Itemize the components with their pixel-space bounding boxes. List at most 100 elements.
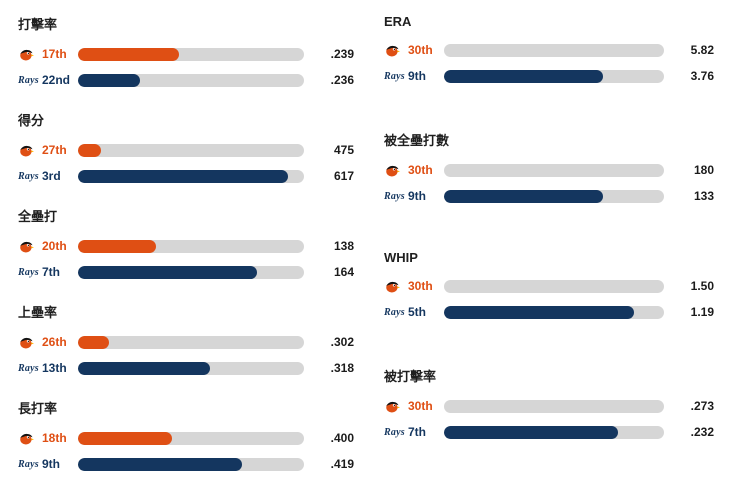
stat-value: .232: [690, 425, 714, 439]
stat-value: 3.76: [690, 69, 714, 83]
stat-bar-track: [78, 169, 304, 183]
stat-section-title: 上壘率: [18, 305, 58, 320]
stat-bar-track: [78, 239, 304, 253]
stat-bar-track: [444, 189, 664, 203]
team-rank-label: 30th: [408, 279, 433, 293]
stat-bar-track: [78, 361, 304, 375]
stat-row-rays: Rays 22nd .236: [18, 70, 354, 90]
stat-bar-track: [444, 69, 664, 83]
stat-value: 5.82: [690, 43, 714, 57]
stat-row-orioles: 30th 1.50: [384, 276, 714, 296]
stat-bar-track: [444, 399, 664, 413]
stat-section: 被打擊率 30th .273 Rays 7th .232: [384, 366, 714, 442]
stat-row-rays: Rays 7th 164: [18, 262, 354, 282]
team-rank-label: 5th: [408, 305, 426, 319]
stat-bar-fill: [78, 47, 180, 61]
rays-wordmark-logo-icon: Rays: [384, 426, 405, 438]
stat-row-rays: Rays 13th .318: [18, 358, 354, 378]
stat-section-title: 長打率: [18, 401, 58, 416]
rays-wordmark-logo-icon: Rays: [384, 190, 405, 202]
stat-section-title: 被打擊率: [384, 369, 437, 384]
stat-bar-track: [78, 431, 304, 445]
rays-wordmark-logo-icon: Rays: [18, 458, 39, 470]
stat-bar-track: [78, 73, 304, 87]
stat-section: ERA 30th 5.82 Rays 9th 3.76: [384, 14, 714, 86]
stat-bar-fill: [444, 305, 634, 319]
orioles-bird-logo-icon: [384, 399, 408, 414]
stat-bar-fill: [78, 335, 110, 349]
stat-section-title: 全壘打: [18, 209, 58, 224]
stat-row-orioles: 17th .239: [18, 44, 354, 64]
stat-section: 長打率 18th .400 Rays 9th .419: [18, 398, 354, 474]
stat-bar-track: [444, 163, 664, 177]
orioles-bird-logo-icon: [384, 43, 408, 58]
stat-row-rays: Rays 3rd 617: [18, 166, 354, 186]
team-rank-label: 3rd: [42, 169, 61, 183]
stat-row-orioles: 27th 475: [18, 140, 354, 160]
stat-section: 全壘打 20th 138 Rays 7th 164: [18, 206, 354, 282]
stat-value: 1.19: [690, 305, 714, 319]
stat-bar-fill: [78, 169, 289, 183]
team-rank-label: 26th: [42, 335, 67, 349]
stat-row-rays: Rays 9th 3.76: [384, 66, 714, 86]
stat-bar-track: [78, 143, 304, 157]
team-rank-label: 20th: [42, 239, 67, 253]
orioles-bird-logo-icon: [384, 163, 408, 178]
stat-value: 475: [333, 143, 354, 157]
stat-bar-track: [444, 279, 664, 293]
stat-value: .419: [330, 457, 354, 471]
stat-row-rays: Rays 5th 1.19: [384, 302, 714, 322]
stat-row-orioles: 30th .273: [384, 396, 714, 416]
stat-row-orioles: 30th 180: [384, 160, 714, 180]
orioles-bird-logo-icon: [18, 239, 42, 254]
stat-section-title: 打擊率: [18, 17, 58, 32]
stat-value: 164: [333, 265, 354, 279]
team-rank-label: 22nd: [42, 73, 71, 87]
stat-bar-fill: [78, 73, 141, 87]
team-rank-label: 17th: [42, 47, 67, 61]
left-column-batting-stats: 打擊率 17th .239 Rays 22nd .236 得分 27th 475 Rays 3rd 6…: [18, 14, 354, 494]
rays-wordmark-logo-icon: Rays: [18, 362, 39, 374]
stat-row-orioles: 18th .400: [18, 428, 354, 448]
stat-value: .400: [330, 431, 354, 445]
stat-bar-fill: [78, 265, 258, 279]
rays-wordmark-logo-icon: Rays: [18, 170, 39, 182]
stat-section: 上壘率 26th .302 Rays 13th .318: [18, 302, 354, 378]
stat-bar-fill: [78, 361, 211, 375]
rays-wordmark-logo-icon: Rays: [384, 70, 405, 82]
stat-value: .273: [690, 399, 714, 413]
rays-wordmark-logo-icon: Rays: [18, 74, 39, 86]
stat-row-rays: Rays 9th .419: [18, 454, 354, 474]
rays-wordmark-logo-icon: Rays: [18, 266, 39, 278]
team-rank-label: 30th: [408, 163, 433, 177]
stat-row-orioles: 26th .302: [18, 332, 354, 352]
stat-bar-fill: [444, 425, 619, 439]
stat-value: 180: [693, 163, 714, 177]
stat-bar-track: [444, 425, 664, 439]
stat-bar-track: [444, 305, 664, 319]
rays-wordmark-logo-icon: Rays: [384, 306, 405, 318]
orioles-bird-logo-icon: [18, 335, 42, 350]
stat-value: .318: [330, 361, 354, 375]
stat-value: 133: [693, 189, 714, 203]
stat-section-title: 被全壘打數: [384, 133, 450, 148]
stat-bar-track: [78, 335, 304, 349]
team-rank-label: 9th: [408, 69, 426, 83]
stat-bar-fill: [444, 189, 604, 203]
team-rank-label: 7th: [42, 265, 60, 279]
orioles-bird-logo-icon: [18, 47, 42, 62]
team-rank-label: 9th: [408, 189, 426, 203]
stat-bar-fill: [78, 143, 102, 157]
stat-bar-fill: [78, 239, 156, 253]
team-rank-label: 27th: [42, 143, 67, 157]
team-rank-label: 30th: [408, 43, 433, 57]
right-column-pitching-stats: ERA 30th 5.82 Rays 9th 3.76 被全壘打數 30th 180 Rays 9t…: [384, 14, 714, 494]
stat-bar-track: [78, 265, 304, 279]
orioles-bird-logo-icon: [18, 431, 42, 446]
stat-bar-fill: [78, 457, 242, 471]
stat-value: 617: [333, 169, 354, 183]
stat-bar-track: [78, 47, 304, 61]
stat-bar-fill: [78, 431, 172, 445]
stat-bar-track: [444, 43, 664, 57]
